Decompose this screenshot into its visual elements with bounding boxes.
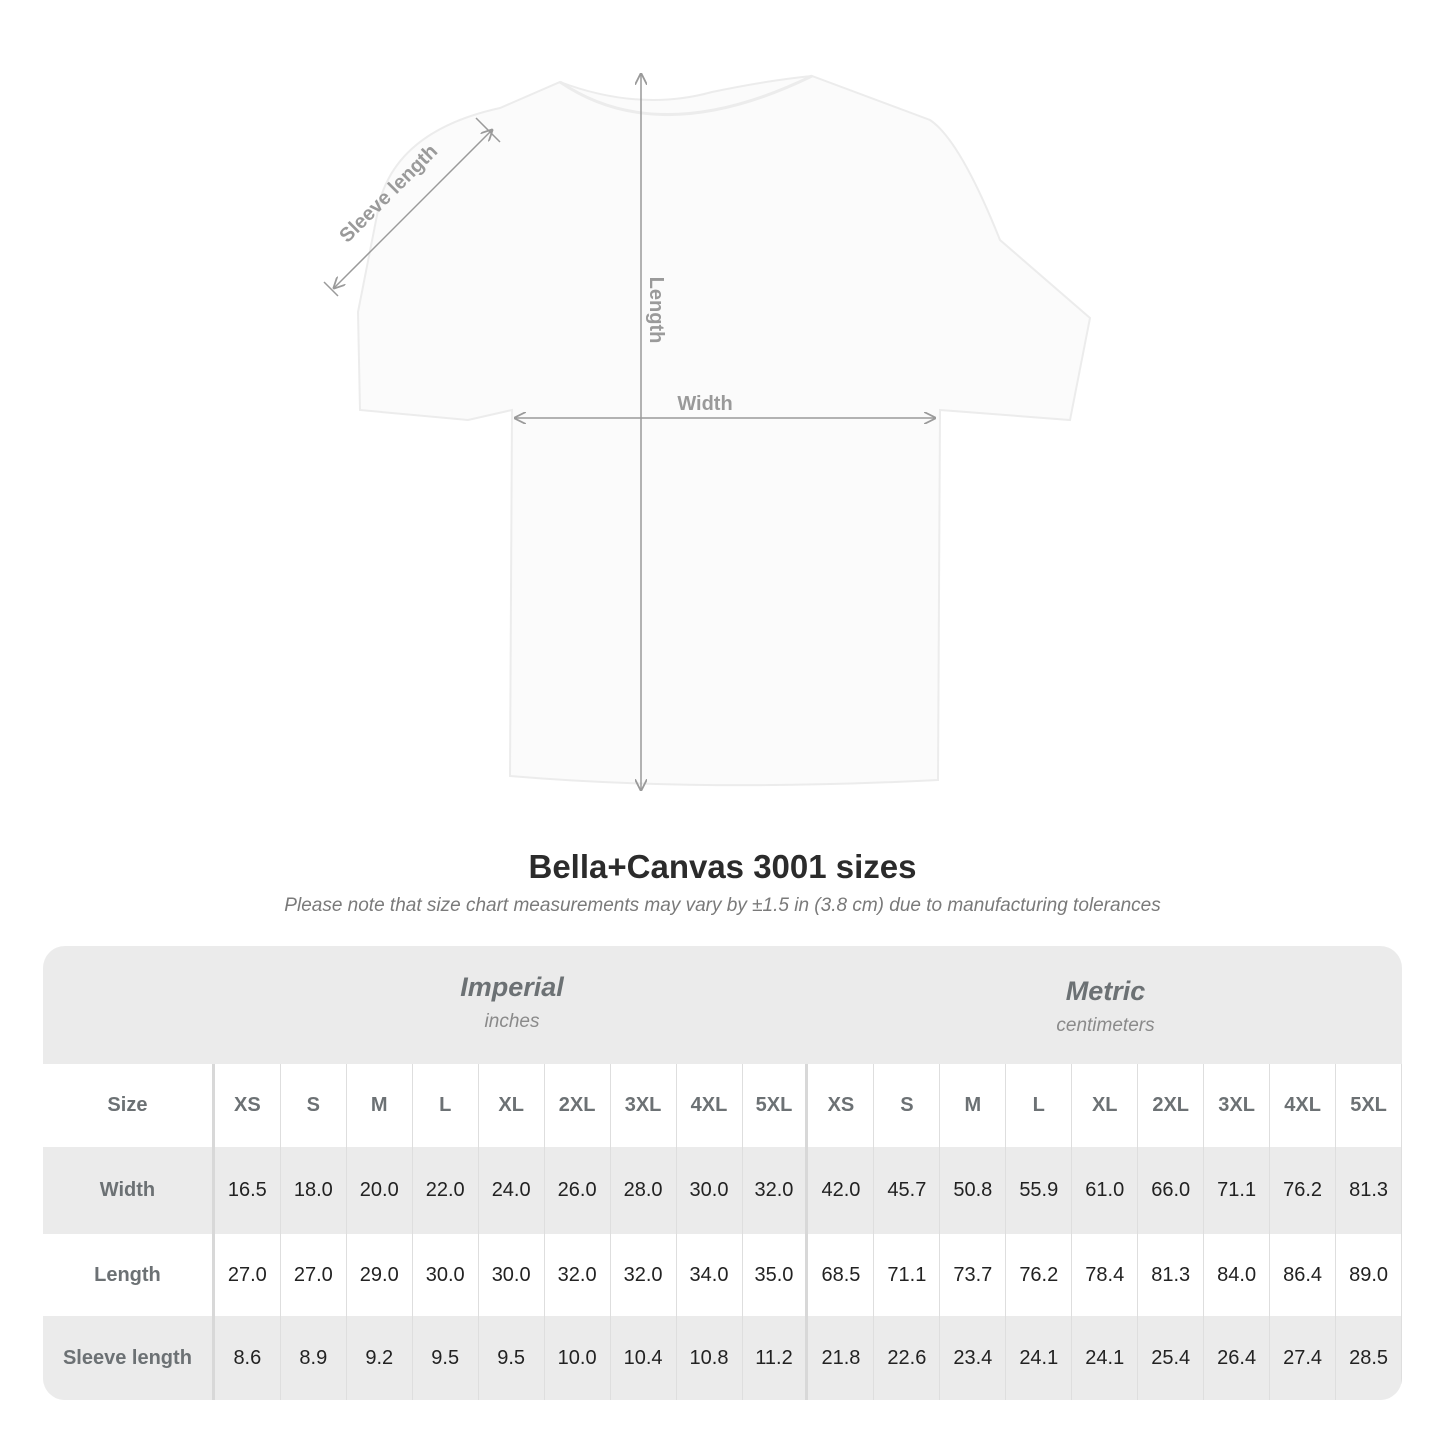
metric-cell: 86.4 — [1270, 1234, 1337, 1316]
metric-cell: 21.8 — [808, 1316, 875, 1400]
size-grid: Size XS S M L XL 2XL 3XL 4XL 5XL XS S M L XL 2XL 3XL 4XL 5… — [43, 1064, 1402, 1400]
imperial-size-3XL: 3XL — [611, 1064, 677, 1147]
imperial-cell: 10.4 — [611, 1316, 677, 1400]
imperial-cell: 16.5 — [215, 1147, 281, 1234]
metric-cell: 26.4 — [1204, 1316, 1271, 1400]
imperial-size-S: S — [281, 1064, 347, 1147]
imperial-title: Imperial — [460, 972, 564, 1002]
metric-cell: 22.6 — [874, 1316, 941, 1400]
size-label: Size — [43, 1064, 215, 1147]
imperial-cell: 32.0 — [611, 1234, 677, 1316]
metric-size-L: L — [1006, 1064, 1073, 1147]
imperial-cell: 8.9 — [281, 1316, 347, 1400]
imperial-size-XL: XL — [479, 1064, 545, 1147]
imperial-cell: 9.2 — [347, 1316, 413, 1400]
imperial-cell: 8.6 — [215, 1316, 281, 1400]
imperial-cell: 30.0 — [479, 1234, 545, 1316]
imperial-cell: 26.0 — [545, 1147, 611, 1234]
imperial-cell: 10.8 — [677, 1316, 743, 1400]
imperial-cell: 11.2 — [743, 1316, 809, 1400]
imperial-cell: 30.0 — [677, 1147, 743, 1234]
metric-header: Metric centimeters — [809, 946, 1402, 1064]
metric-unit: centimeters — [1056, 1015, 1155, 1036]
metric-cell: 81.3 — [1138, 1234, 1205, 1316]
length-label: Length — [645, 277, 667, 344]
imperial-cell: 28.0 — [611, 1147, 677, 1234]
metric-size-4XL: 4XL — [1270, 1064, 1337, 1147]
row-label: Length — [43, 1234, 215, 1316]
tolerance-note: Please note that size chart measurements… — [284, 895, 1161, 916]
imperial-size-M: M — [347, 1064, 413, 1147]
imperial-size-XS: XS — [215, 1064, 281, 1147]
imperial-cell: 29.0 — [347, 1234, 413, 1316]
table-row: Width 16.5 18.0 20.0 22.0 24.0 26.0 28.0 30.0 32.… — [43, 1147, 1402, 1234]
metric-cell: 23.4 — [940, 1316, 1007, 1400]
imperial-size-L: L — [413, 1064, 479, 1147]
imperial-cell: 24.0 — [479, 1147, 545, 1234]
width-label: Width — [677, 393, 732, 415]
imperial-cell: 27.0 — [215, 1234, 281, 1316]
metric-cell: 50.8 — [940, 1147, 1007, 1234]
imperial-cell: 35.0 — [743, 1234, 809, 1316]
metric-size-XS: XS — [808, 1064, 875, 1147]
metric-cell: 66.0 — [1138, 1147, 1205, 1234]
metric-size-XL: XL — [1072, 1064, 1139, 1147]
size-table: Imperial inches Metric centimeters Size X… — [43, 946, 1402, 1400]
metric-cell: 81.3 — [1336, 1147, 1402, 1234]
imperial-cell: 27.0 — [281, 1234, 347, 1316]
imperial-cell: 9.5 — [479, 1316, 545, 1400]
table-row: Sleeve length 8.6 8.9 9.2 9.5 9.5 10.0 10.4 10.8… — [43, 1316, 1402, 1400]
metric-cell: 45.7 — [874, 1147, 941, 1234]
metric-cell: 61.0 — [1072, 1147, 1139, 1234]
imperial-cell: 32.0 — [743, 1147, 809, 1234]
size-header-row: Size XS S M L XL 2XL 3XL 4XL 5XL XS S M L XL 2XL 3XL 4XL 5… — [43, 1064, 1402, 1147]
metric-title: Metric — [1065, 976, 1146, 1006]
metric-size-S: S — [874, 1064, 941, 1147]
imperial-size-5XL: 5XL — [743, 1064, 809, 1147]
imperial-cell: 22.0 — [413, 1147, 479, 1234]
metric-size-5XL: 5XL — [1336, 1064, 1402, 1147]
metric-cell: 71.1 — [1204, 1147, 1271, 1234]
metric-cell: 84.0 — [1204, 1234, 1271, 1316]
metric-cell: 68.5 — [808, 1234, 875, 1316]
metric-size-2XL: 2XL — [1138, 1064, 1205, 1147]
imperial-cell: 34.0 — [677, 1234, 743, 1316]
imperial-cell: 20.0 — [347, 1147, 413, 1234]
imperial-cell: 32.0 — [545, 1234, 611, 1316]
metric-cell: 71.1 — [874, 1234, 941, 1316]
table-row: Length 27.0 27.0 29.0 30.0 30.0 32.0 32.0 34.0 35… — [43, 1234, 1402, 1316]
sleeve-measure-line — [334, 130, 492, 288]
page-title: Bella+Canvas 3001 sizes — [528, 848, 917, 885]
imperial-cell: 18.0 — [281, 1147, 347, 1234]
row-label: Width — [43, 1147, 215, 1234]
metric-cell: 55.9 — [1006, 1147, 1073, 1234]
imperial-cell: 30.0 — [413, 1234, 479, 1316]
row-label: Sleeve length — [43, 1316, 215, 1400]
imperial-cell: 9.5 — [413, 1316, 479, 1400]
imperial-unit: inches — [484, 1011, 540, 1032]
metric-cell: 24.1 — [1072, 1316, 1139, 1400]
imperial-size-2XL: 2XL — [545, 1064, 611, 1147]
metric-cell: 28.5 — [1336, 1316, 1402, 1400]
imperial-header: Imperial inches — [215, 946, 809, 1064]
metric-cell: 76.2 — [1270, 1147, 1337, 1234]
metric-cell: 73.7 — [940, 1234, 1007, 1316]
metric-cell: 89.0 — [1336, 1234, 1402, 1316]
imperial-size-4XL: 4XL — [677, 1064, 743, 1147]
metric-cell: 27.4 — [1270, 1316, 1337, 1400]
tshirt-image — [356, 74, 1092, 787]
metric-size-M: M — [940, 1064, 1007, 1147]
metric-cell: 76.2 — [1006, 1234, 1073, 1316]
metric-size-3XL: 3XL — [1204, 1064, 1271, 1147]
metric-cell: 24.1 — [1006, 1316, 1073, 1400]
imperial-cell: 10.0 — [545, 1316, 611, 1400]
metric-cell: 25.4 — [1138, 1316, 1205, 1400]
tshirt-diagram: Sleeve length Length Width — [323, 0, 1092, 820]
metric-cell: 78.4 — [1072, 1234, 1139, 1316]
metric-cell: 42.0 — [808, 1147, 875, 1234]
